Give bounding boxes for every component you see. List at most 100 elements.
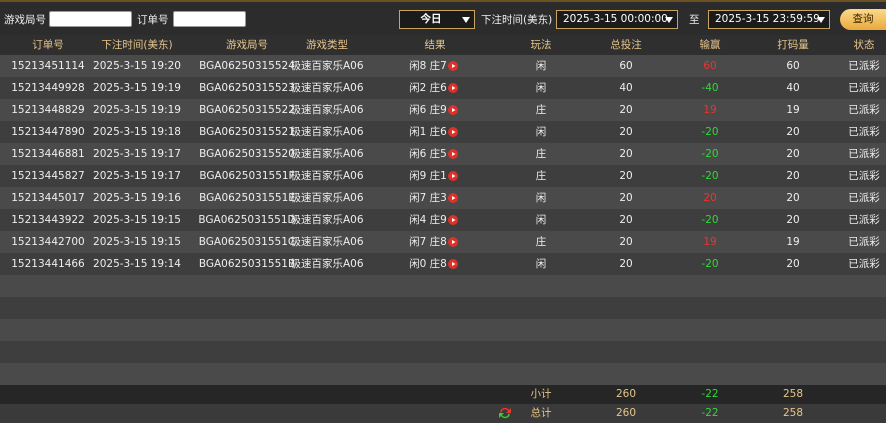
status: 已派彩	[848, 170, 880, 182]
play-icon[interactable]	[448, 105, 458, 115]
data-row[interactable]: 15213445827 2025-3-15 19:17 BGA0625031551F…	[0, 165, 886, 187]
order-id: 15213451114	[11, 60, 85, 72]
play-icon[interactable]	[448, 237, 458, 247]
time-label: 下注时间(美东)	[481, 14, 553, 26]
result: 闲2 庄6	[409, 82, 447, 94]
empty-row	[0, 297, 886, 319]
round-id: BGA0625031551F	[199, 170, 295, 182]
bet-time: 2025-3-15 19:19	[93, 104, 181, 116]
filter-bar: 游戏局号 订单号 今日 下注时间(美东) 2025-3-15 00:00:00 …	[0, 0, 886, 35]
turnover: 20	[786, 126, 800, 138]
bet-side: 闲	[535, 60, 547, 72]
turnover: 20	[786, 170, 800, 182]
turnover: 20	[786, 214, 800, 226]
data-row[interactable]: 15213445017 2025-3-15 19:16 BGA0625031551E…	[0, 187, 886, 209]
data-row[interactable]: 15213451114 2025-3-15 19:20 BGA06250315524…	[0, 55, 886, 77]
game-type: 极速百家乐A06	[290, 258, 364, 270]
game-type: 极速百家乐A06	[290, 170, 364, 182]
column-header: 游戏类型	[306, 39, 348, 51]
play-icon[interactable]	[448, 127, 458, 137]
dropdown-arrow	[462, 17, 470, 23]
start-select[interactable]: 2025-3-15 00:00:00	[556, 10, 678, 29]
column-header: 订单号	[32, 39, 64, 51]
play-icon[interactable]	[448, 149, 458, 159]
game-type: 极速百家乐A06	[290, 214, 364, 226]
game-type: 极速百家乐A06	[290, 236, 364, 248]
empty-row	[0, 341, 886, 363]
bet-time: 2025-3-15 19:17	[93, 148, 181, 160]
total-bet: 20	[619, 236, 633, 248]
bet-time: 2025-3-15 19:14	[93, 258, 181, 270]
result: 闲7 庄8	[409, 236, 447, 248]
total-bet: 20	[619, 104, 633, 116]
result: 闲1 庄6	[409, 126, 447, 138]
period: 今日	[420, 13, 442, 25]
order-id: 15213442700	[11, 236, 85, 248]
search-button[interactable]: 查询	[840, 9, 886, 30]
win-loss: 60	[703, 60, 717, 72]
play-icon[interactable]	[448, 259, 458, 269]
data-row[interactable]: 15213447890 2025-3-15 19:18 BGA06250315521…	[0, 121, 886, 143]
data-row[interactable]: 15213442700 2025-3-15 19:15 BGA0625031551C…	[0, 231, 886, 253]
status: 已派彩	[848, 126, 880, 138]
period-select[interactable]: 今日	[399, 10, 475, 29]
win-loss: 19	[703, 104, 717, 116]
status: 已派彩	[848, 192, 880, 204]
order-id: 15213447890	[11, 126, 85, 138]
game-type: 极速百家乐A06	[290, 192, 364, 204]
status: 已派彩	[848, 104, 880, 116]
round-id: BGA06250315521	[199, 126, 295, 138]
win-loss: -20	[701, 148, 719, 160]
status: 已派彩	[848, 236, 880, 248]
status: 已派彩	[848, 148, 880, 160]
game-type: 极速百家乐A06	[290, 148, 364, 160]
bet-side: 闲	[535, 214, 547, 226]
play-icon[interactable]	[448, 171, 458, 181]
empty-row	[0, 275, 886, 297]
round-id: BGA06250315524	[199, 60, 295, 72]
total-turnover: 258	[782, 407, 804, 419]
round-id: BGA0625031551E	[199, 192, 295, 204]
round-id: BGA0625031551C	[198, 236, 296, 248]
play-icon[interactable]	[448, 193, 458, 203]
turnover: 60	[786, 60, 800, 72]
result: 闲6 庄5	[409, 148, 447, 160]
play-icon[interactable]	[448, 215, 458, 225]
bet-time: 2025-3-15 19:20	[93, 60, 181, 72]
play-icon[interactable]	[448, 83, 458, 93]
data-row[interactable]: 15213446881 2025-3-15 19:17 BGA06250315520…	[0, 143, 886, 165]
order-input[interactable]	[173, 11, 246, 27]
column-header: 游戏局号	[226, 39, 268, 51]
bet-time: 2025-3-15 19:17	[93, 170, 181, 182]
data-row[interactable]: 15213449928 2025-3-15 19:19 BGA06250315523…	[0, 77, 886, 99]
turnover: 20	[786, 192, 800, 204]
turnover: 19	[786, 104, 800, 116]
round-id: BGA0625031551D	[198, 214, 296, 226]
round-id: BGA06250315522	[199, 104, 295, 116]
refresh-icon[interactable]	[498, 406, 512, 420]
result: 闲0 庄8	[409, 258, 447, 270]
status: 已派彩	[848, 82, 880, 94]
bet-time: 2025-3-15 19:16	[93, 192, 181, 204]
end-select[interactable]: 2025-3-15 23:59:59	[708, 10, 830, 29]
total-win-loss: -22	[701, 407, 719, 419]
start-time: 2025-3-15 00:00:00	[563, 13, 668, 25]
round-id: BGA06250315523	[199, 82, 295, 94]
data-row[interactable]: 15213443922 2025-3-15 19:15 BGA0625031551D…	[0, 209, 886, 231]
round-input[interactable]	[49, 11, 132, 27]
column-header: 下注时间(美东)	[101, 39, 173, 51]
result: 闲8 庄7	[409, 60, 447, 72]
play-icon[interactable]	[448, 61, 458, 71]
data-row[interactable]: 15213441466 2025-3-15 19:14 BGA0625031551B…	[0, 253, 886, 275]
order-id: 15213446881	[11, 148, 85, 160]
bet-side: 庄	[535, 170, 547, 182]
turnover: 20	[786, 258, 800, 270]
to-label: 至	[689, 14, 700, 26]
result: 闲6 庄9	[409, 104, 447, 116]
result: 闲7 庄3	[409, 192, 447, 204]
bet-time: 2025-3-15 19:18	[93, 126, 181, 138]
status: 已派彩	[848, 214, 880, 226]
total-total-bet: 260	[615, 407, 637, 419]
win-loss: -20	[701, 170, 719, 182]
data-row[interactable]: 15213448829 2025-3-15 19:19 BGA06250315522…	[0, 99, 886, 121]
